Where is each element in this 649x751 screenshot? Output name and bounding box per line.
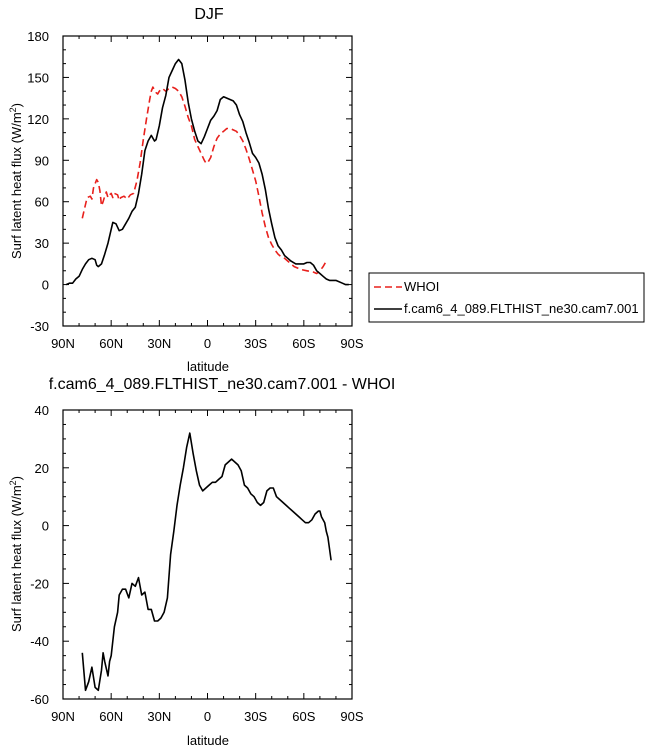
legend-label-whoi: WHOI	[404, 279, 439, 294]
top-y-tick-label-3: 60	[35, 195, 49, 210]
bottom-y-axis-label-close: )	[9, 476, 24, 480]
bottom-chart-title: f.cam6_4_089.FLTHIST_ne30.cam7.001 - WHO…	[49, 376, 396, 393]
bottom-x-tick-label-5: 60S	[292, 709, 315, 724]
top-x-tick-label-2: 30N	[147, 336, 171, 351]
legend: WHOI f.cam6_4_089.FLTHIST_ne30.cam7.001	[368, 272, 645, 323]
top-y-axis-label-main: Surf latent heat flux (W/m	[9, 112, 24, 259]
top-x-tick-label-1: 60N	[99, 336, 123, 351]
top-y-tick-label-0: -30	[30, 319, 49, 334]
bottom-y-tick-label-3: 0	[42, 519, 49, 534]
legend-label-cam6: f.cam6_4_089.FLTHIST_ne30.cam7.001	[404, 301, 639, 316]
top-y-axis-label-close: )	[9, 103, 24, 107]
top-chart-ticks: 90N 60N 30N 0 30S 60S 90S -30 0 30 60 90 120 150 180	[27, 29, 364, 351]
top-y-tick-label-5: 120	[27, 112, 49, 127]
top-chart-lines	[65, 58, 349, 286]
bottom-series-line-0	[81, 432, 332, 692]
bottom-x-axis-label: latitude	[187, 733, 229, 748]
bottom-y-tick-label-4: 20	[35, 461, 49, 476]
top-y-tick-label-6: 150	[27, 70, 49, 85]
top-x-axis-label: latitude	[187, 359, 229, 374]
bottom-chart-ticks: 90N 60N 30N 0 30S 60S 90S -60 -40 -20 0 20 40	[30, 403, 364, 724]
bottom-chart-lines	[81, 432, 332, 692]
top-series-line-1	[65, 58, 349, 286]
top-y-tick-label-1: 0	[42, 278, 49, 293]
top-y-tick-label-4: 90	[35, 153, 49, 168]
bottom-y-tick-label-0: -60	[30, 692, 49, 707]
top-y-tick-label-2: 30	[35, 236, 49, 251]
bottom-y-axis-label: Surf latent heat flux (W/m2)	[8, 476, 24, 632]
bottom-y-tick-label-5: 40	[35, 403, 49, 418]
bottom-x-tick-label-1: 60N	[99, 709, 123, 724]
top-y-tick-label-7: 180	[27, 29, 49, 44]
top-y-axis-label-sup: 2	[8, 107, 18, 112]
bottom-x-tick-label-3: 0	[204, 709, 211, 724]
top-x-tick-label-3: 0	[204, 336, 211, 351]
top-x-tick-label-0: 90N	[51, 336, 75, 351]
top-chart-title: DJF	[194, 6, 224, 23]
bottom-y-axis-label-sup: 2	[8, 480, 18, 485]
bottom-y-tick-label-1: -40	[30, 634, 49, 649]
top-y-axis-label: Surf latent heat flux (W/m2)	[8, 103, 24, 259]
top-x-tick-label-4: 30S	[244, 336, 267, 351]
bottom-y-tick-label-2: -20	[30, 576, 49, 591]
legend-box	[368, 272, 645, 323]
top-x-tick-label-5: 60S	[292, 336, 315, 351]
top-x-tick-label-6: 90S	[340, 336, 363, 351]
bottom-x-tick-label-6: 90S	[340, 709, 363, 724]
bottom-y-axis-label-main: Surf latent heat flux (W/m	[9, 485, 24, 632]
bottom-plot-frame	[62, 409, 353, 700]
top-panel: DJF 90N 60N 30N 0 30S 60S 90S -30 0 30 60 90 120 150 1…	[8, 6, 364, 374]
bottom-x-tick-label-2: 30N	[147, 709, 171, 724]
top-plot-frame	[62, 35, 353, 327]
bottom-x-tick-label-0: 90N	[51, 709, 75, 724]
top-series-line-0	[81, 86, 327, 275]
bottom-panel: f.cam6_4_089.FLTHIST_ne30.cam7.001 - WHO…	[8, 376, 395, 748]
bottom-x-tick-label-4: 30S	[244, 709, 267, 724]
